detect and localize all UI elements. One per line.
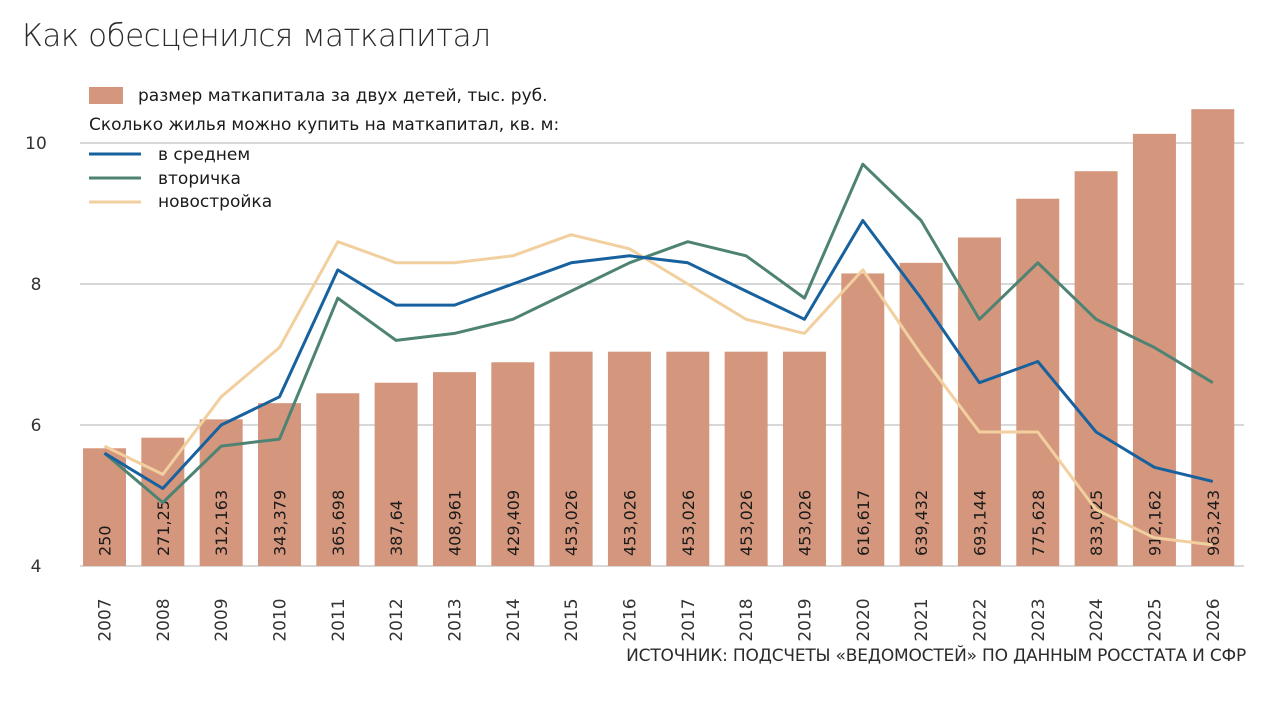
x-tick-label: 2013 [445,598,465,641]
bar-value-label: 453,026 [795,490,814,556]
bar-labels: 250 271,25 312,163 343,379 365,698 387,64 408,… [96,490,1223,556]
bar [257,403,301,566]
bar [607,351,651,566]
bar-value-label: 271,25 [154,500,173,556]
bar-value-label: 250 [96,525,115,556]
x-tick-label: 2012 [387,598,407,641]
x-tick-label: 2014 [504,598,524,641]
bar-value-label: 453,026 [737,490,756,556]
legend-lines-heading: Сколько жилья можно купить на маткапитал… [89,115,559,135]
legend: размер маткапитала за двух детей, тыс. р… [89,86,559,212]
x-tick-label: 2024 [1087,598,1107,641]
bar [1016,198,1060,566]
bar-value-label: 453,026 [679,490,698,556]
x-tick-label: 2009 [212,598,232,641]
bar-value-label: 365,698 [329,490,348,556]
x-tick-label: 2007 [96,598,116,641]
bar [1074,171,1118,566]
chart-title: Как обесценился маткапитал [22,18,491,54]
x-tick-label: 2026 [1204,598,1224,641]
x-tick-label: 2016 [620,598,640,641]
bar-value-label: 963,243 [1204,490,1223,556]
x-tick-label: 2010 [270,598,290,641]
bar [841,273,885,566]
bar [316,393,360,566]
bar-value-label: 912,162 [1145,490,1164,556]
source-note: ИСТОЧНИК: ПОДСЧЕТЫ «ВЕДОМОСТЕЙ» ПО ДАННЫ… [626,646,1246,666]
bar [83,448,126,566]
bar-value-label: 429,409 [504,490,523,556]
legend-label-new: новостройка [158,192,272,212]
bar [374,382,418,566]
bar-value-label: 453,026 [562,490,581,556]
bar [549,351,593,566]
series-line-average [103,219,1214,490]
x-tick-label: 2008 [154,598,174,641]
legend-label-average: в среднем [158,145,250,165]
x-tick-label: 2019 [795,598,815,641]
bar [1191,109,1235,566]
x-tick-label: 2015 [562,598,582,641]
x-tick-label: 2022 [970,598,990,641]
y-axis-ticks: 4 6 8 10 [25,134,47,577]
bar-value-label: 343,379 [270,490,289,556]
x-tick-label: 2017 [679,598,699,641]
bar-value-label: 693,144 [970,490,989,556]
x-axis-ticks: 2007 2008 2009 2010 2011 2012 2013 2014 2015 2016… [96,598,1224,641]
bar [782,351,826,566]
x-tick-label: 2021 [912,598,932,641]
x-tick-label: 2023 [1029,598,1049,641]
bar-value-label: 616,617 [854,490,873,556]
y-tick-label: 4 [31,557,42,577]
x-tick-label: 2018 [737,598,757,641]
bar [899,262,943,566]
series-line-secondary [103,162,1214,504]
bars [83,109,1235,566]
bar-value-label: 639,432 [912,490,931,556]
legend-label-secondary: вторичка [158,169,241,189]
bar-value-label: 775,628 [1029,490,1048,556]
bar-value-label: 453,026 [620,490,639,556]
x-tick-label: 2011 [329,598,349,641]
x-tick-label: 2020 [854,598,874,641]
x-tick-label: 2025 [1145,598,1165,641]
bar [666,351,710,566]
bar-value-label: 408,961 [445,490,464,556]
bar [432,372,476,566]
legend-bar-label: размер маткапитала за двух детей, тыс. р… [138,86,548,106]
y-tick-label: 6 [31,416,42,436]
bar [491,362,535,566]
y-tick-label: 8 [31,275,42,295]
series-lines [103,162,1214,547]
bar [724,351,768,566]
y-tick-label: 10 [25,134,47,154]
bar-value-label: 312,163 [212,490,231,556]
series-line-new [103,233,1213,547]
bar-value-label: 387,64 [387,500,406,556]
bar [1132,133,1176,566]
legend-bar-swatch [89,87,123,104]
